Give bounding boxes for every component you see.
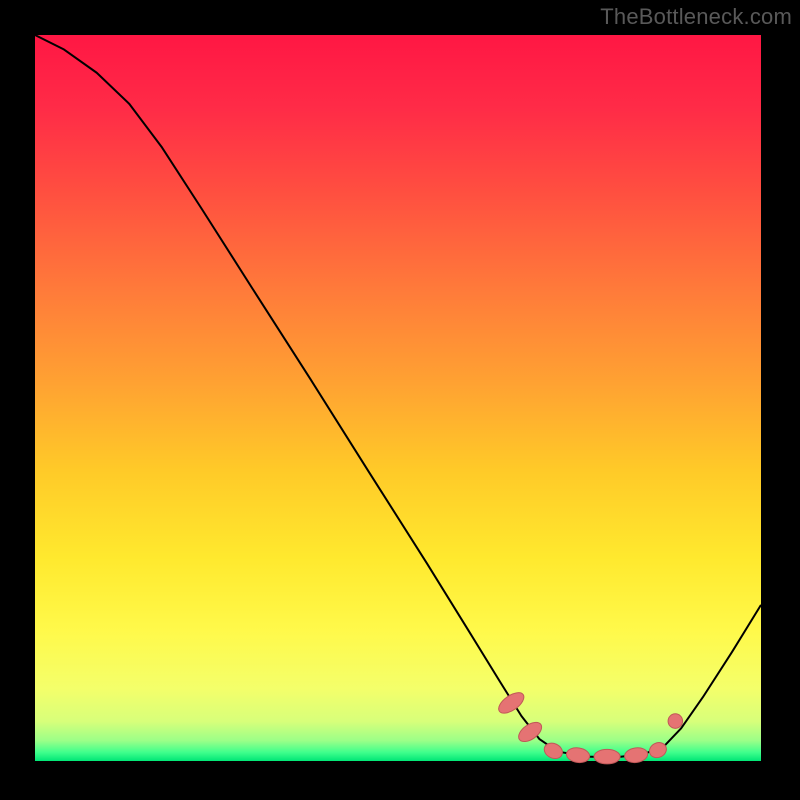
curve-marker (668, 714, 683, 729)
chart-svg (0, 0, 800, 800)
chart-root: TheBottleneck.com (0, 0, 800, 800)
plot-background (35, 35, 761, 761)
curve-marker (594, 749, 620, 764)
